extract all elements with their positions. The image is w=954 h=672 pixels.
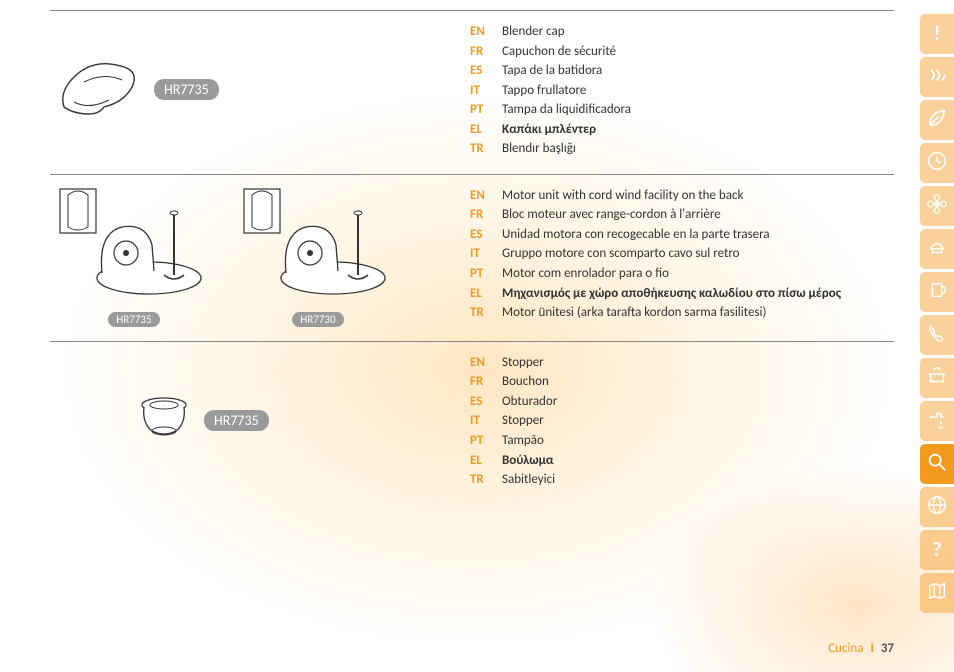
lang-code: TR — [470, 140, 502, 158]
tap-icon — [926, 408, 948, 435]
search-icon — [926, 451, 948, 478]
lang-text: Gruppo motore con scomparto cavo sul ret… — [502, 245, 740, 263]
lang-text: Tapa de la batidora — [502, 62, 602, 80]
illustration-area: HR7735 — [50, 19, 470, 160]
lang-code: ES — [470, 226, 502, 244]
illustration-area: HR7735 — [50, 350, 470, 491]
lang-text: Tampão — [502, 432, 544, 450]
tab-tap[interactable] — [920, 401, 954, 441]
lang-code: FR — [470, 206, 502, 224]
tab-phone[interactable] — [920, 315, 954, 355]
lang-code: ES — [470, 393, 502, 411]
lang-code: PT — [470, 432, 502, 450]
lang-code: PT — [470, 101, 502, 119]
question-icon: ? — [932, 538, 941, 562]
lang-text: Obturador — [502, 393, 557, 411]
tab-question[interactable]: ? — [920, 530, 954, 570]
tab-jug[interactable] — [920, 272, 954, 312]
leaf-icon — [926, 107, 948, 134]
map-icon — [926, 580, 948, 607]
lang-text: Unidad motora con recogecable en la part… — [502, 226, 770, 244]
lang-code: EN — [470, 23, 502, 41]
tab-flower[interactable] — [920, 186, 954, 226]
tab-juicer[interactable] — [920, 229, 954, 269]
lang-code: IT — [470, 82, 502, 100]
blender-cap-illustration — [54, 52, 144, 127]
lang-code: TR — [470, 471, 502, 489]
steam-icon — [926, 64, 948, 91]
lang-text: Sabitleyici — [502, 471, 555, 489]
alert-icon: ! — [934, 22, 941, 46]
lang-code: EN — [470, 354, 502, 372]
flower-icon — [926, 193, 948, 220]
tab-leaf[interactable] — [920, 100, 954, 140]
model-badge: HR7730 — [292, 312, 343, 327]
tab-globe[interactable] — [920, 487, 954, 527]
lang-text: Motor com enrolador para o fio — [502, 265, 669, 283]
phone-icon — [926, 322, 948, 349]
lang-text: Blendır başlığı — [502, 140, 576, 158]
model-badge: HR7735 — [204, 410, 269, 431]
section-blender-cap: HR7735 ENBlender cap FRCapuchon de sécur… — [50, 10, 894, 174]
translations: ENStopper FRBouchon ESObturador ITStoppe… — [470, 350, 894, 491]
lang-text: Tampa da liquidificadora — [502, 101, 631, 119]
jug-icon — [926, 279, 948, 306]
lang-code: EL — [470, 285, 502, 303]
lang-code: FR — [470, 373, 502, 391]
lang-text: Capuchon de sécurité — [502, 43, 616, 61]
lang-text: Motor ünitesi (arka tarafta kordon sarma… — [502, 304, 766, 322]
tab-search[interactable] — [920, 444, 954, 484]
tab-map[interactable] — [920, 573, 954, 613]
lang-code: EN — [470, 187, 502, 205]
pot-icon — [926, 365, 948, 392]
translations: ENMotor unit with cord wind facility on … — [470, 183, 894, 327]
juicer-icon — [926, 236, 948, 263]
lang-text: Bouchon — [502, 373, 549, 391]
section-stopper: HR7735 ENStopper FRBouchon ESObturador I… — [50, 341, 894, 505]
lang-text: Καπάκι μπλέντερ — [502, 121, 596, 139]
model-badge: HR7735 — [154, 79, 219, 100]
lang-code: FR — [470, 43, 502, 61]
lang-text: Bloc moteur avec range-cordon à l'arrièr… — [502, 206, 721, 224]
tab-clock[interactable] — [920, 143, 954, 183]
lang-code: ES — [470, 62, 502, 80]
sidebar-tabs: ! ? — [920, 14, 954, 616]
clock-icon — [926, 150, 948, 177]
manual-page: HR7735 ENBlender cap FRCapuchon de sécur… — [0, 0, 954, 672]
lang-text: Stopper — [502, 412, 544, 430]
lang-code: EL — [470, 121, 502, 139]
illustration-group: HR7730 — [238, 183, 398, 327]
illustration-area: HR7735 HR7730 — [50, 183, 470, 327]
lang-text: Motor unit with cord wind facility on th… — [502, 187, 743, 205]
tab-alert[interactable]: ! — [920, 14, 954, 54]
lang-text: Βούλωμα — [502, 452, 554, 470]
lang-code: IT — [470, 412, 502, 430]
illustration-group: HR7735 — [54, 183, 214, 327]
lang-text: Blender cap — [502, 23, 565, 41]
tab-steam[interactable] — [920, 57, 954, 97]
motor-unit-illustration — [54, 183, 214, 308]
lang-text: Stopper — [502, 354, 544, 372]
lang-code: PT — [470, 265, 502, 283]
motor-unit-illustration — [238, 183, 398, 308]
globe-icon — [926, 494, 948, 521]
section-motor-unit: HR7735 HR7730 — [50, 174, 894, 341]
lang-code: TR — [470, 304, 502, 322]
lang-text: Tappo frullatore — [502, 82, 586, 100]
translations: ENBlender cap FRCapuchon de sécurité EST… — [470, 19, 894, 160]
lang-code: IT — [470, 245, 502, 263]
stopper-illustration — [134, 393, 194, 448]
lang-code: EL — [470, 452, 502, 470]
lang-text: Μηχανισμός με χώρο αποθήκευσης καλωδίου … — [502, 285, 841, 303]
tab-pot[interactable] — [920, 358, 954, 398]
model-badge: HR7735 — [108, 312, 159, 327]
